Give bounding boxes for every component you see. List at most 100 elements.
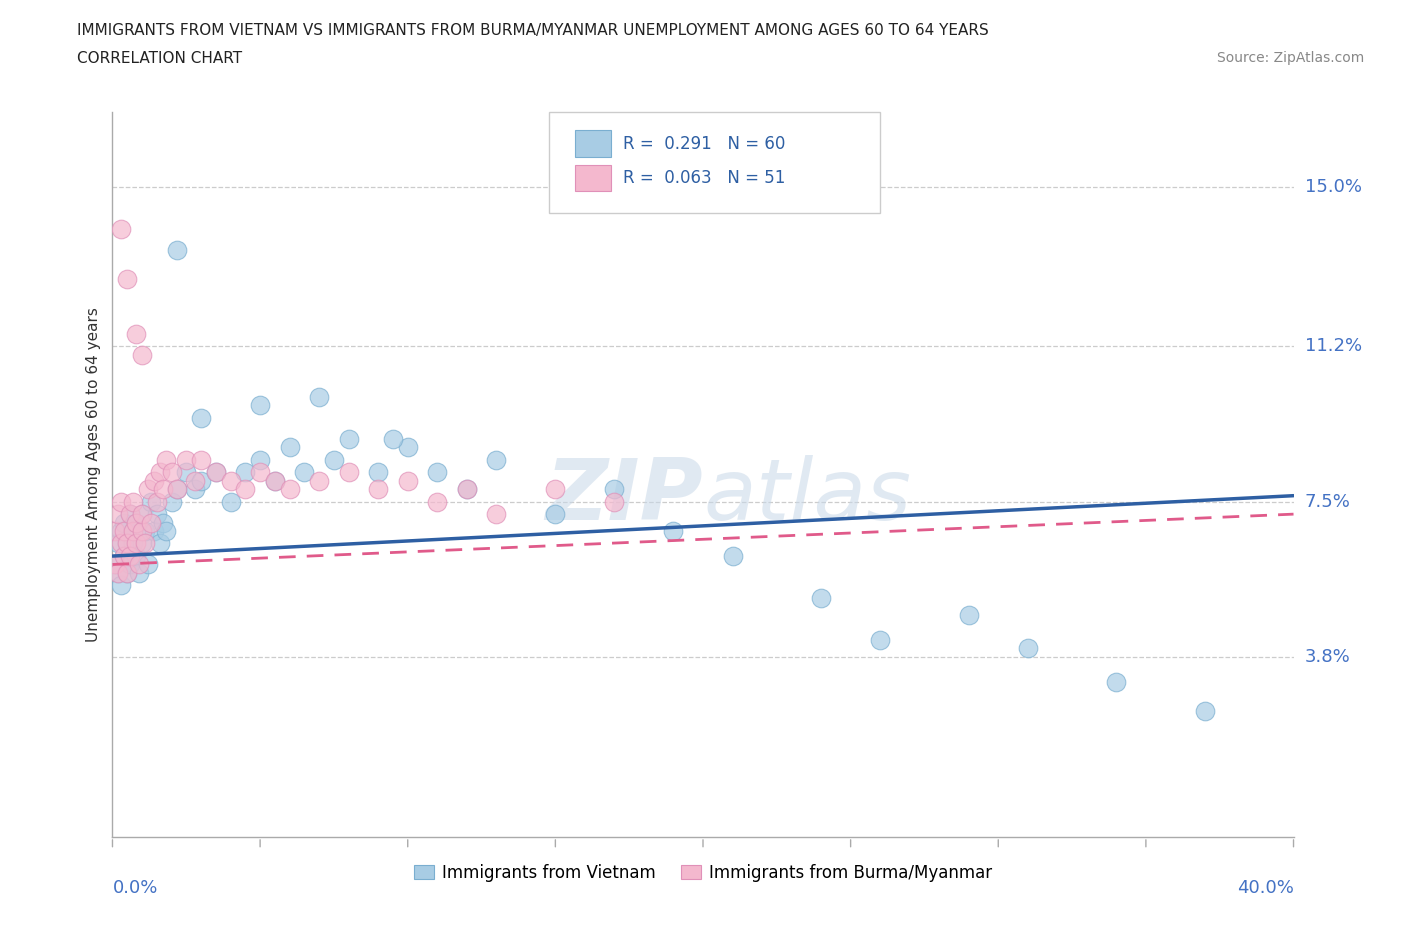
Point: [136, 482, 159, 497]
Point: [142, 473, 165, 488]
Text: CORRELATION CHART: CORRELATION CHART: [77, 51, 242, 66]
Point: [426, 465, 449, 480]
Point: [367, 482, 389, 497]
FancyBboxPatch shape: [550, 112, 880, 213]
Point: [810, 591, 832, 605]
Point: [337, 432, 360, 446]
Point: [146, 507, 169, 522]
Point: [396, 440, 419, 455]
Point: [249, 465, 271, 480]
Point: [174, 465, 197, 480]
Point: [139, 494, 162, 509]
Point: [1105, 674, 1128, 689]
Point: [249, 452, 271, 467]
Point: [131, 536, 153, 551]
Point: [110, 524, 132, 538]
Point: [249, 398, 271, 413]
Point: [134, 536, 156, 551]
Point: [120, 557, 142, 572]
Point: [456, 482, 478, 497]
Point: [323, 452, 346, 467]
Point: [382, 432, 405, 446]
Point: [205, 465, 228, 480]
Point: [190, 410, 212, 425]
Point: [139, 515, 162, 530]
Point: [120, 507, 142, 522]
Text: ZIP: ZIP: [546, 455, 703, 538]
Point: [184, 473, 207, 488]
Point: [544, 507, 567, 522]
Point: [125, 536, 148, 551]
Point: [396, 473, 419, 488]
Point: [456, 482, 478, 497]
Point: [662, 524, 685, 538]
Point: [184, 482, 207, 497]
Point: [160, 465, 183, 480]
Point: [174, 452, 197, 467]
Point: [125, 515, 148, 530]
Text: 3.8%: 3.8%: [1305, 647, 1350, 666]
Point: [136, 557, 159, 572]
Point: [112, 515, 135, 530]
Point: [131, 524, 153, 538]
Point: [112, 549, 135, 564]
Point: [125, 549, 148, 564]
Point: [107, 536, 129, 551]
Point: [721, 549, 744, 564]
Point: [107, 565, 129, 580]
Text: 0.0%: 0.0%: [112, 879, 157, 897]
Text: R =  0.291   N = 60: R = 0.291 N = 60: [623, 135, 785, 153]
Point: [205, 465, 228, 480]
Point: [166, 482, 188, 497]
Text: 40.0%: 40.0%: [1237, 879, 1294, 897]
Point: [146, 494, 169, 509]
Point: [190, 473, 212, 488]
Point: [104, 557, 127, 572]
Point: [142, 524, 165, 538]
Point: [160, 494, 183, 509]
Point: [155, 524, 177, 538]
Point: [166, 482, 188, 497]
Point: [233, 465, 256, 480]
Point: [264, 473, 287, 488]
Point: [122, 524, 145, 538]
Point: [125, 515, 148, 530]
Point: [603, 494, 626, 509]
Point: [264, 473, 287, 488]
Point: [117, 536, 138, 551]
Point: [957, 607, 980, 622]
Point: [131, 348, 153, 363]
Y-axis label: Unemployment Among Ages 60 to 64 years: Unemployment Among Ages 60 to 64 years: [86, 307, 101, 642]
Point: [308, 390, 330, 405]
Point: [603, 482, 626, 497]
Point: [117, 565, 138, 580]
Point: [117, 536, 138, 551]
Point: [485, 507, 508, 522]
Text: 7.5%: 7.5%: [1305, 493, 1351, 511]
Point: [190, 452, 212, 467]
Point: [485, 452, 508, 467]
Point: [134, 524, 156, 538]
Point: [112, 549, 135, 564]
Point: [149, 536, 172, 551]
Point: [128, 557, 150, 572]
Point: [219, 473, 242, 488]
Point: [104, 557, 127, 572]
Text: Source: ZipAtlas.com: Source: ZipAtlas.com: [1216, 51, 1364, 65]
Point: [1017, 641, 1039, 656]
Text: 11.2%: 11.2%: [1305, 338, 1362, 355]
Point: [278, 440, 301, 455]
Point: [104, 524, 127, 538]
Text: atlas: atlas: [703, 455, 911, 538]
Point: [131, 507, 153, 522]
Point: [219, 494, 242, 509]
Point: [233, 482, 256, 497]
Point: [152, 482, 174, 497]
Point: [110, 536, 132, 551]
Point: [117, 272, 138, 286]
Point: [544, 482, 567, 497]
Point: [166, 243, 188, 258]
Point: [1194, 704, 1216, 719]
Point: [278, 482, 301, 497]
Text: 15.0%: 15.0%: [1305, 178, 1361, 196]
